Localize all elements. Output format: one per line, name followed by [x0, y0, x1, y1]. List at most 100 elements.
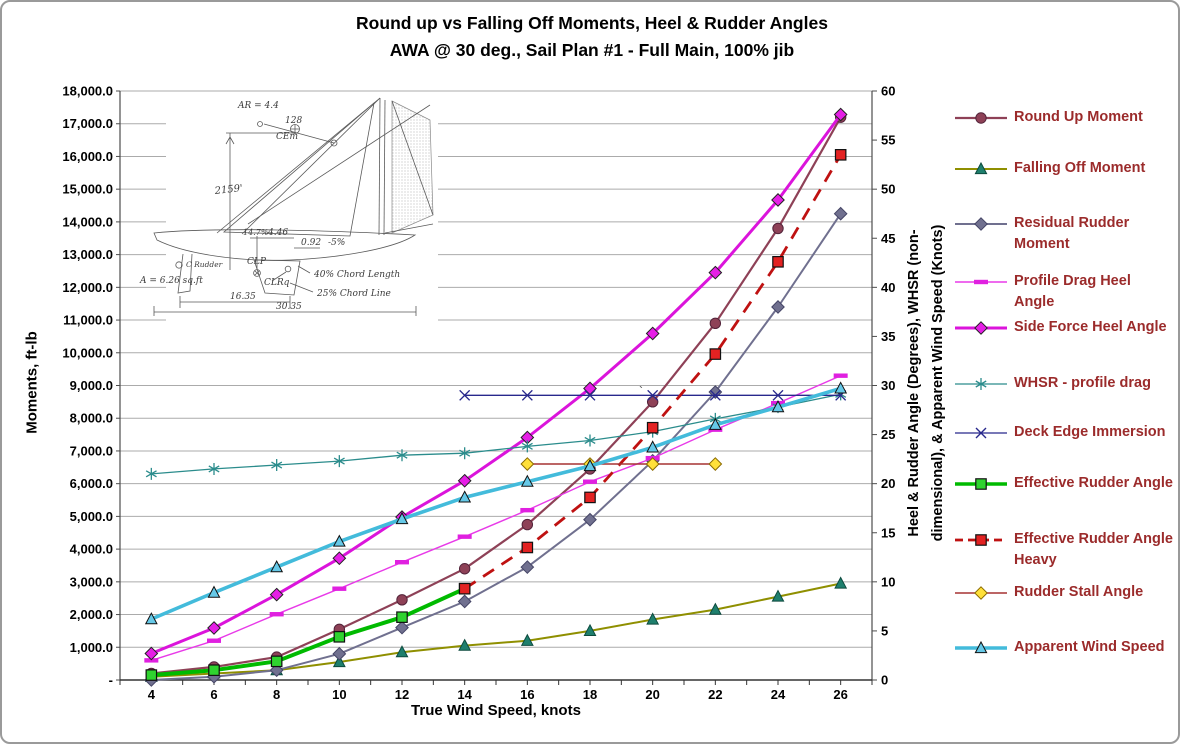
- left-tick-label: 10,000.0: [62, 345, 113, 360]
- legend-marker-deck-edge-immersion: [955, 427, 1007, 439]
- legend-item-whsr-profile-drag: WHSR - profile drag: [955, 373, 1151, 394]
- stray-mark: `: [639, 384, 643, 398]
- right-tick-label: 30: [881, 378, 895, 393]
- x-tick-label: 6: [210, 687, 217, 702]
- left-tick-label: 11,000.0: [63, 313, 113, 328]
- left-tick-label: 18,000.0: [62, 84, 113, 99]
- right-tick-label: 35: [881, 329, 895, 344]
- x-tick-label: 16: [520, 687, 534, 702]
- x-tick-label: 26: [833, 687, 847, 702]
- x-axis-tick-labels: 4 6 8 10 12 14 16 18 20 22 24 26: [148, 687, 848, 702]
- left-tick-label: 15,000.0: [62, 182, 113, 197]
- series-effective-rudder-angle-heavy: [458, 149, 847, 595]
- right-axis-title-line1: Heel & Rudder Angle (Degrees), WHSR (non…: [906, 229, 922, 537]
- legend-item-effective-rudder-angle: Effective Rudder Angle: [955, 473, 1173, 494]
- left-tick-label: -: [109, 673, 113, 688]
- inset-label-d446: 4.46: [267, 228, 288, 238]
- x-tick-label: 22: [708, 687, 722, 702]
- x-tick-label: 18: [583, 687, 597, 702]
- legend-marker-whsr-profile-drag: [955, 378, 1007, 390]
- right-tick-label: 20: [881, 476, 895, 491]
- x-tick-label: 4: [148, 687, 156, 702]
- left-tick-label: 4,000.0: [70, 542, 113, 557]
- chart-title-line2: AWA @ 30 deg., Sail Plan #1 - Full Main,…: [389, 40, 795, 60]
- right-tick-label: 55: [881, 133, 895, 148]
- legend-item-effective-rudder-angle-heavy: Effective Rudder Angle Heavy: [955, 529, 1173, 571]
- right-tick-label: 25: [881, 427, 895, 442]
- x-tick-label: 20: [645, 687, 659, 702]
- right-tick-label: 5: [881, 623, 888, 638]
- left-tick-label: 12,000.0: [62, 280, 113, 295]
- inset-label-crudder: C Rudder: [186, 260, 223, 269]
- legend-marker-round-up-moment: [955, 112, 1007, 124]
- inset-label-ar: AR = 4.4: [237, 101, 279, 111]
- left-tick-label: 2,000.0: [70, 607, 113, 622]
- right-tick-label: 40: [881, 280, 895, 295]
- legend-marker-rudder-stall-angle: [955, 586, 1007, 600]
- x-axis-title: True Wind Speed, knots: [411, 702, 581, 719]
- legend-label: Apparent Wind Speed: [1014, 639, 1165, 655]
- legend-label: Deck Edge Immersion: [1014, 424, 1166, 440]
- right-tick-label: 15: [881, 525, 895, 540]
- legend-marker-side-force-heel-angle: [955, 321, 1007, 335]
- x-tick-label: 10: [332, 687, 346, 702]
- right-tick-label: 60: [881, 84, 895, 99]
- left-tick-label: 3,000.0: [70, 574, 113, 589]
- legend-item-profile-drag-heel-angle: Profile Drag Heel Angle: [955, 271, 1131, 313]
- inset-label-d3035: 30.35: [276, 302, 302, 312]
- left-tick-label: 9,000.0: [70, 378, 113, 393]
- legend-item-side-force-heel-angle: Side Force Heel Angle: [955, 317, 1167, 338]
- legend-item-apparent-wind-speed: Apparent Wind Speed: [955, 637, 1165, 658]
- legend-label: Residual Rudder Moment: [1014, 215, 1130, 252]
- right-tick-label: 10: [881, 574, 895, 589]
- right-axis-tick-labels: 0 5 10 15 20 25 30 35 40 45 50 55 60: [881, 84, 895, 688]
- legend-item-falling-off-moment: Falling Off Moment: [955, 158, 1145, 179]
- inset-label-clp: CLP: [247, 257, 267, 267]
- legend-label: Rudder Stall Angle: [1014, 584, 1144, 600]
- inset-label-neg5: -5%: [328, 238, 345, 248]
- legend-label: Falling Off Moment: [1014, 160, 1146, 176]
- chart-title-line1: Round up vs Falling Off Moments, Heel & …: [356, 13, 828, 33]
- left-tick-label: 5,000.0: [70, 509, 113, 524]
- right-axis-title-line2: dimensional), & Apparent Wind Speed (Kno…: [930, 224, 946, 542]
- inset-label-cem: CEm: [276, 132, 298, 142]
- legend-label: Effective Rudder Angle: [1014, 475, 1173, 491]
- inset-label-n128: 128: [285, 116, 302, 126]
- left-tick-label: 1,000.0: [70, 640, 113, 655]
- legend-label: Side Force Heel Angle: [1014, 319, 1167, 335]
- legend-marker-falling-off-moment: [955, 161, 1007, 175]
- sailplan-inset-sketch: AR = 4.4 128 CEm 2159' 14.7% 4.46 0.92 -5% CLP CL…: [139, 92, 438, 322]
- left-tick-label: 8,000.0: [70, 411, 113, 426]
- right-tick-label: 45: [881, 231, 895, 246]
- legend-item-residual-rudder-moment: Residual Rudder Moment: [955, 213, 1129, 255]
- left-tick-label: 14,000.0: [62, 214, 113, 229]
- inset-label-chord25: 25% Chord Line: [316, 289, 391, 299]
- x-tick-label: 8: [273, 687, 280, 702]
- legend-item-round-up-moment: Round Up Moment: [955, 107, 1143, 128]
- left-tick-label: 7,000.0: [70, 443, 113, 458]
- inset-label-luff: 2159': [213, 183, 243, 197]
- series-rudder-stall-angle: [520, 457, 723, 471]
- inset-label-area: A = 6.26 sq.ft: [139, 276, 203, 286]
- right-tick-label: 0: [881, 673, 888, 688]
- legend-label: Round Up Moment: [1014, 109, 1143, 125]
- x-tick-label: 12: [395, 687, 409, 702]
- chart-title: Round up vs Falling Off Moments, Heel & …: [2, 10, 1178, 64]
- series-whsr-profile-drag: [145, 388, 847, 480]
- inset-label-d092: 0.92: [301, 238, 321, 248]
- legend-label: Profile Drag Heel Angle: [1014, 273, 1131, 310]
- x-tick-label: 14: [457, 687, 472, 702]
- left-axis-tick-labels: 18,000.0 17,000.0 16,000.0 15,000.0 14,000.0…: [62, 84, 113, 688]
- legend-label: Effective Rudder Angle Heavy: [1014, 531, 1173, 568]
- legend-item-deck-edge-immersion: Deck Edge Immersion: [955, 422, 1166, 443]
- left-tick-label: 13,000.0: [62, 247, 113, 262]
- legend-marker-effective-rudder-angle-heavy: [955, 534, 1007, 546]
- left-tick-label: 16,000.0: [62, 149, 113, 164]
- inset-label-clrq: CLRq: [264, 278, 290, 288]
- right-tick-label: 50: [881, 182, 895, 197]
- left-tick-label: 6,000.0: [70, 476, 113, 491]
- legend-marker-apparent-wind-speed: [955, 640, 1007, 654]
- legend-marker-effective-rudder-angle: [955, 478, 1007, 490]
